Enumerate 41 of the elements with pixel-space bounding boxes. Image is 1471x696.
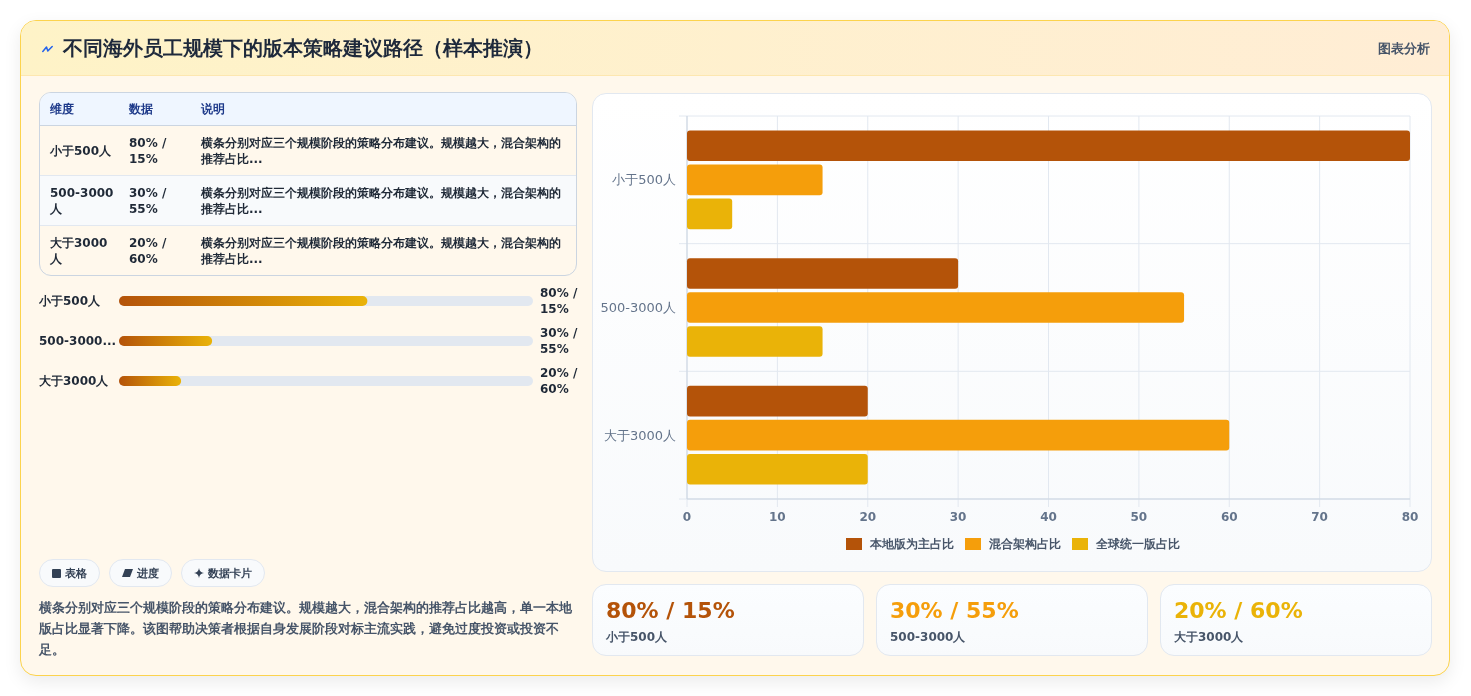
x-tick-label: 30	[949, 510, 967, 524]
category-label: 500-3000人	[890, 629, 967, 645]
data-label: 80% / 15%	[540, 285, 579, 317]
data-label: 20% / 60%	[540, 365, 579, 397]
x-tick-label: 10	[769, 510, 786, 524]
text: 图表分析	[1378, 40, 1430, 58]
text: 30% / 55%	[890, 598, 1019, 623]
text: 数据	[119, 93, 191, 126]
text: 80% / 15%	[129, 135, 167, 166]
y-tick-label: 大于3000人	[39, 374, 110, 388]
text: 20% / 60%	[1174, 598, 1303, 623]
y-tick-label: 小于500人	[612, 172, 676, 188]
y-tick-label: 大于3000人	[603, 427, 676, 443]
x-tick-label: 70	[1311, 510, 1328, 524]
y-tick-label: 小于500人	[38, 294, 102, 308]
text: 数据卡片	[208, 565, 252, 581]
x-tick-label: 60	[1220, 510, 1238, 524]
text: 80% / 15%	[606, 598, 735, 623]
text: 表格	[65, 565, 87, 581]
category-label: 大于3000人	[1174, 629, 1245, 645]
y-tick-label: 500-3000...	[39, 334, 117, 348]
x-tick-label: 0	[682, 510, 692, 524]
x-tick-label: 50	[1130, 510, 1148, 524]
text: 横条分别对应三个规模阶段的策略分布建议。规模越大，混合架构的推荐占比...	[200, 184, 562, 218]
text: 横条分别对应三个规模阶段的策略分布建议。规模越大，混合架构的推荐占比...	[200, 134, 562, 168]
text: 不同海外员工规模下的版本策略建议路径（样本推演）	[63, 35, 543, 61]
text: 20% / 60%	[129, 235, 167, 266]
text: 维度	[40, 93, 119, 126]
x-tick-label: 80	[1401, 510, 1419, 524]
x-tick-label: 40	[1040, 510, 1057, 524]
legend-label: 全球统一版占比	[1095, 537, 1180, 551]
data-label: 30% / 55%	[540, 325, 579, 357]
text: 横条分别对应三个规模阶段的策略分布建议。规模越大，混合架构的推荐占比越高，单一本地版占比显著下降。该图帮助决策者根据自身发展阶段对标主流实践，避免过度投资或投资不足。	[39, 599, 573, 659]
legend-label: 混合架构占比	[988, 537, 1061, 551]
text: 横条分别对应三个规模阶段的策略分布建议。规模越大，混合架构的推荐占比...	[200, 234, 562, 268]
text: 说明	[191, 93, 576, 126]
y-tick-label: 500-3000人	[600, 300, 676, 315]
text: 30% / 55%	[129, 185, 167, 216]
legend-label: 本地版为主占比	[869, 537, 954, 551]
x-tick-label: 20	[859, 510, 877, 524]
text: 进度	[137, 565, 159, 581]
